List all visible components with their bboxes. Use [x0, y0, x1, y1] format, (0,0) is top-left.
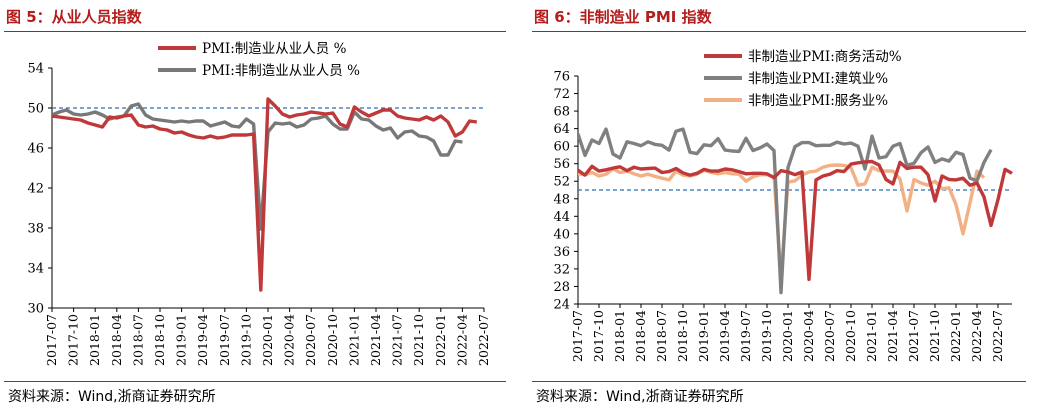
x-tick-label: 2018-04 [109, 314, 124, 366]
source-divider [532, 381, 1026, 382]
panel-non-manufacturing-pmi: 图 6：非制造业 PMI 指数 24 28 32 36 40 44 48 52 56 60 64 68… [528, 0, 1040, 418]
series-line-1 [578, 127, 993, 295]
x-tick-label: 2022-01 [433, 314, 448, 366]
y-tick-label: 24 [553, 298, 570, 313]
x-tick-label: 2018-01 [612, 310, 627, 362]
x-tick-label: 2019-04 [717, 310, 732, 362]
y-tick-label: 46 [27, 142, 44, 157]
x-tick-label: 2018-01 [87, 314, 102, 366]
y-tick-label: 34 [27, 262, 44, 277]
x-tick-label: 2020-04 [801, 310, 816, 362]
x-tick-label: 2020-01 [780, 310, 795, 362]
source-divider [4, 381, 506, 382]
x-tick-label: 2020-07 [822, 310, 837, 362]
y-tick-label: 28 [553, 280, 570, 295]
legend-label-0: PMI:制造业从业人员 % [202, 41, 347, 57]
x-tick-label: 2019-01 [696, 310, 711, 362]
x-tick-label: 2020-10 [325, 314, 340, 366]
y-tick-label: 50 [27, 102, 44, 117]
x-tick-label: 2021-10 [927, 310, 942, 362]
x-tick-label: 2019-01 [174, 314, 189, 366]
legend-label-1: 非制造业PMI:建筑业% [748, 71, 888, 87]
legend-label-0: 非制造业PMI:商务活动% [748, 49, 902, 65]
x-tick-label: 2022-07 [476, 314, 491, 366]
x-tick-label: 2018-10 [152, 314, 167, 366]
employment-index-chart: 30 34 38 42 46 50 54 2017-07 2017-10 2018-01 2018-… [27, 41, 491, 366]
y-tick-label: 72 [553, 87, 570, 102]
y-tick-label: 56 [553, 157, 570, 172]
series-line-0 [52, 97, 478, 292]
x-tick-label: 2021-07 [390, 314, 405, 366]
source-note: 资料来源：Wind,浙商证券研究所 [536, 389, 744, 405]
x-tick-label: 2021-01 [346, 314, 361, 366]
panel-title: 图 6：非制造业 PMI 指数 [534, 8, 712, 26]
x-tick-label: 2017-07 [44, 314, 59, 366]
title-divider [532, 31, 1026, 32]
source-note: 资料来源：Wind,浙商证券研究所 [8, 389, 216, 405]
x-tick-label: 2021-04 [885, 310, 900, 362]
x-tick-label: 2018-10 [675, 310, 690, 362]
x-tick-label: 2020-04 [282, 314, 297, 366]
x-tick-label: 2022-01 [948, 310, 963, 362]
x-tick-label: 2022-04 [969, 310, 984, 362]
panel-title: 图 5：从业人员指数 [6, 8, 142, 26]
x-tick-label: 2020-10 [843, 310, 858, 362]
y-tick-label: 30 [27, 302, 44, 317]
x-tick-label: 2020-07 [303, 314, 318, 366]
panel-employment-index: 图 5：从业人员指数 30 34 38 42 46 50 54 2017-07 2017-10 2… [4, 8, 506, 405]
x-tick-label: 2017-07 [570, 310, 585, 362]
y-tick-label: 42 [27, 182, 44, 197]
x-tick-label: 2019-10 [759, 310, 774, 362]
legend-label-1: PMI:非制造业从业人员 % [202, 63, 360, 79]
y-tick-label: 76 [553, 70, 570, 85]
x-tick-label: 2021-07 [906, 310, 921, 362]
x-tick-label: 2017-10 [591, 310, 606, 362]
x-tick-label: 2022-04 [454, 314, 469, 366]
series-line-0 [578, 159, 1013, 282]
x-tick-label: 2017-10 [66, 314, 81, 366]
legend-label-2: 非制造业PMI:服务业% [748, 93, 888, 109]
y-tick-label: 68 [553, 105, 570, 120]
y-tick-label: 32 [553, 262, 570, 277]
y-tick-label: 48 [553, 192, 570, 207]
x-tick-label: 2018-04 [633, 310, 648, 362]
y-tick-label: 60 [553, 140, 570, 155]
y-tick-label: 52 [553, 175, 570, 190]
x-tick-label: 2021-01 [864, 310, 879, 362]
x-tick-label: 2021-10 [411, 314, 426, 366]
x-tick-label: 2021-04 [368, 314, 383, 366]
x-tick-label: 2019-10 [238, 314, 253, 366]
non-manufacturing-pmi-chart: 24 28 32 36 40 44 48 52 56 60 64 68 72 76 2017-07 2017-… [553, 49, 1013, 362]
x-tick-label: 2019-07 [738, 310, 753, 362]
y-tick-label: 54 [27, 62, 44, 77]
x-tick-label: 2019-07 [217, 314, 232, 366]
y-tick-label: 64 [553, 122, 570, 137]
x-tick-label: 2018-07 [654, 310, 669, 362]
y-tick-label: 44 [553, 210, 570, 225]
title-divider [4, 31, 506, 32]
x-tick-label: 2022-07 [990, 310, 1005, 362]
y-tick-label: 38 [27, 222, 44, 237]
x-tick-label: 2020-01 [260, 314, 275, 366]
x-tick-label: 2019-04 [195, 314, 210, 366]
y-tick-label: 36 [553, 245, 570, 260]
x-tick-label: 2018-07 [130, 314, 145, 366]
y-tick-label: 40 [553, 227, 570, 242]
